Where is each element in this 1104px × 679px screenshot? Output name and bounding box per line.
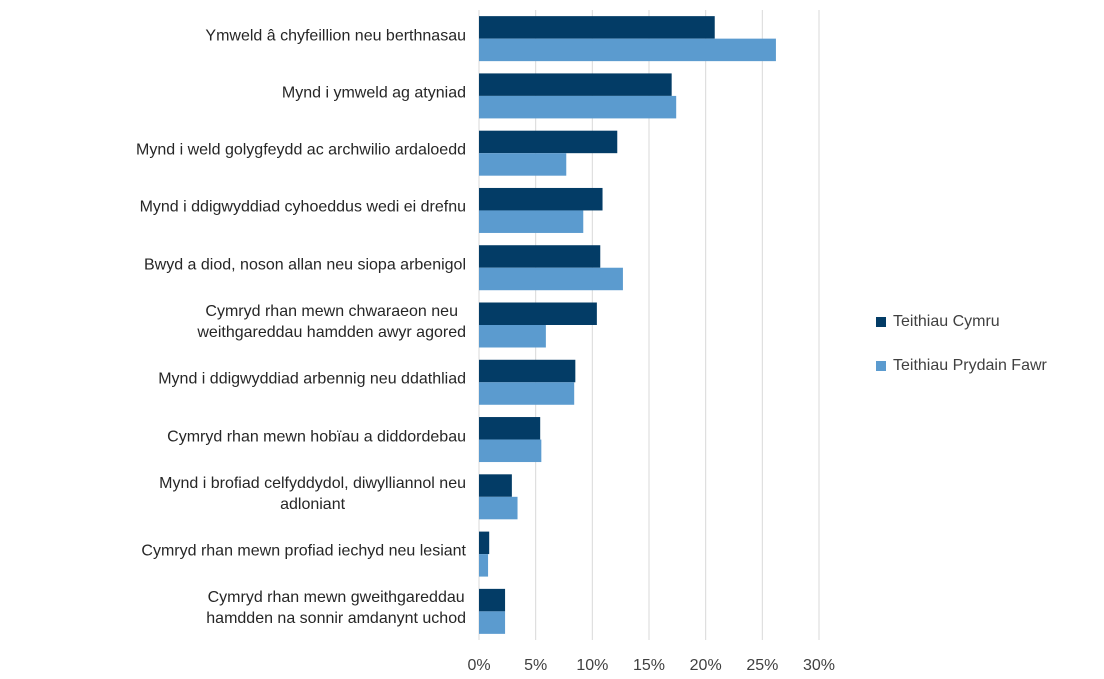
bar [479,359,576,383]
bar [479,267,623,291]
bar [479,496,518,520]
bar [479,245,601,268]
category-label: Mynd i weld golygfeydd ac archwilio arda… [136,141,466,159]
bar [479,531,490,555]
bar [479,187,603,211]
bar [479,16,715,39]
bar [479,153,567,176]
category-label: Cymryd rhan mewn chwaraeon neu weithgare… [197,303,466,341]
category-label: Bwyd a diod, noson allan neu siopa arben… [143,256,466,274]
x-tick-label: 10% [576,657,608,674]
category-label: Mynd i ddigwyddiad arbennig neu ddathlia… [158,370,466,388]
bar [479,417,541,440]
bar [479,439,542,463]
legend-swatch [876,361,886,371]
bar [479,382,575,405]
category-label: Mynd i brofiad celfyddydol, diwylliannol… [159,474,466,513]
x-tick-label: 25% [746,657,778,674]
legend-label: Teithiau Prydain Fawr [893,357,1048,374]
bar [479,474,512,497]
category-label: Mynd i ddigwyddiad cyhoeddus wedi ei dre… [139,198,466,216]
x-tick-label: 30% [803,657,835,674]
bar [479,611,506,634]
bar [479,95,677,119]
bar [479,554,489,577]
category-label: Ymweld â chyfeillion neu berthnasau [205,27,466,45]
bar [479,130,618,154]
category-label: Cymryd rhan mewn profiad iechyd neu lesi… [141,542,466,560]
category-label: Mynd i ymweld ag atyniad [281,84,466,102]
bar [479,73,672,96]
x-tick-label: 5% [524,657,547,674]
bar [479,210,584,233]
bar [479,302,597,325]
bar [479,38,776,62]
x-tick-label: 15% [633,657,665,674]
category-label: Cymryd rhan mewn hobïau a diddordebau [167,428,466,446]
x-tick-label: 0% [467,657,490,674]
bar [479,588,506,612]
bar [479,325,546,348]
legend-label: Teithiau Cymru [893,313,1000,330]
category-label: Cymryd rhan mewn gweithgareddau hamdden … [206,589,466,628]
legend-swatch [876,317,886,327]
x-tick-label: 20% [690,657,722,674]
